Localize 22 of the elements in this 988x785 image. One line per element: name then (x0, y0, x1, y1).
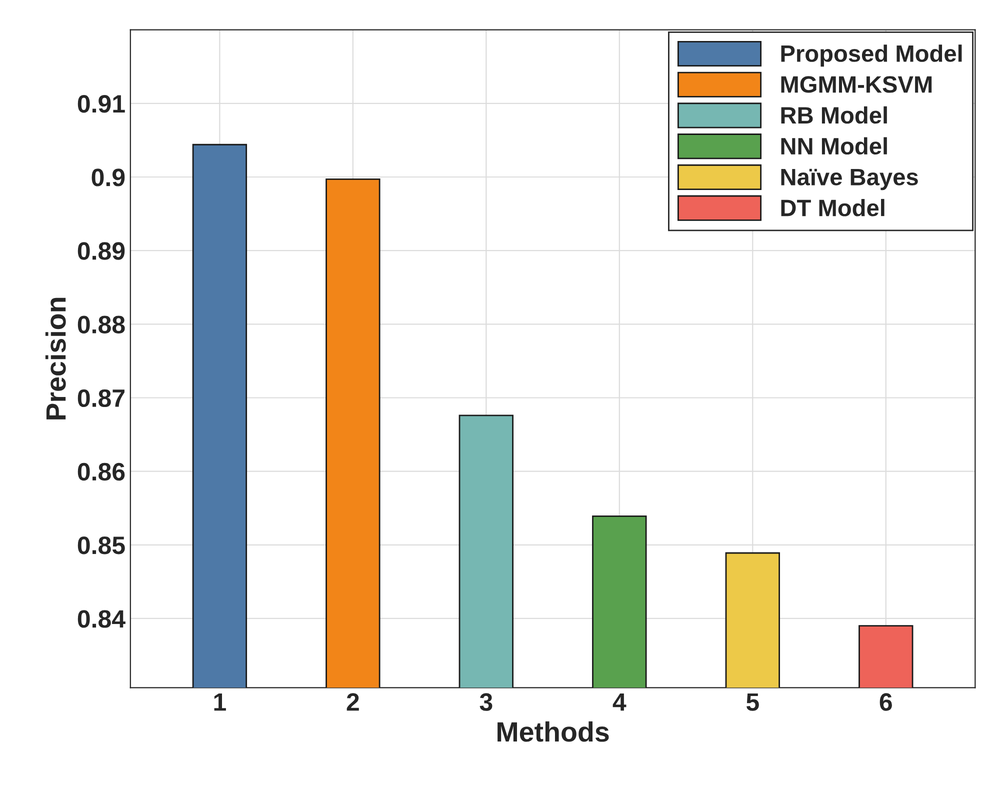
x-tick-label: 6 (880, 693, 892, 711)
y-tick-label: 0.91 (78, 95, 125, 113)
y-tick-label: 0.85 (78, 536, 125, 554)
x-tick-label: 1 (214, 693, 226, 711)
legend-label: MGMM-KSVM (781, 76, 932, 93)
legend-label: Naïve Bayes (781, 168, 918, 190)
legend-label: RB Model (781, 106, 887, 124)
x-tick-label: 2 (346, 693, 359, 711)
y-tick-label: 0.89 (78, 242, 125, 260)
y-axis-title: Precision (45, 298, 66, 420)
y-tick-label: 0.88 (78, 316, 125, 334)
y-tick-label: 0.9 (92, 168, 125, 186)
y-tick-label: 0.84 (78, 610, 126, 628)
legend-label: Proposed Model (781, 44, 962, 67)
x-axis-title: Methods (498, 721, 609, 742)
legend-label: DT Model (781, 198, 884, 216)
x-tick-label: 5 (746, 693, 759, 711)
x-tick-label: 3 (480, 693, 492, 711)
y-tick-label: 0.86 (78, 462, 125, 481)
y-tick-label: 0.87 (78, 389, 124, 408)
x-tick-label: 4 (612, 693, 626, 711)
legend-label: NN Model (781, 137, 887, 155)
